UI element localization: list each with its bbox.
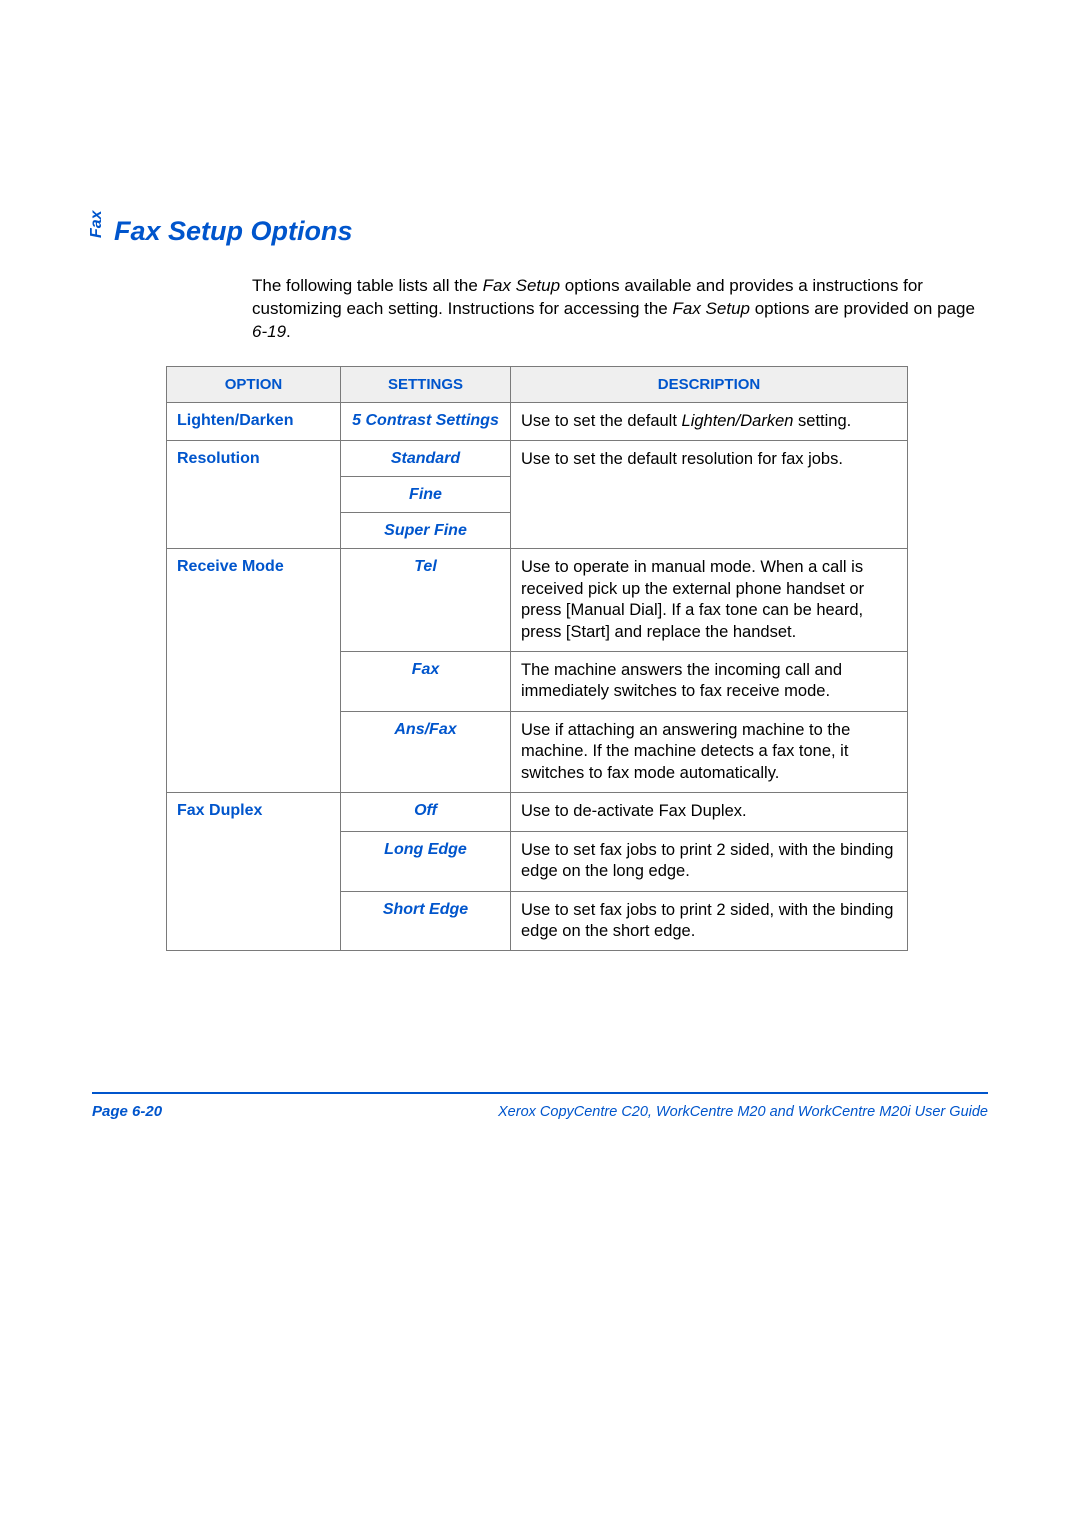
footer: Page 6-20 Xerox CopyCentre C20, WorkCent… — [92, 1103, 988, 1120]
setting-short-edge: Short Edge — [383, 901, 468, 918]
desc-text: Use to set the default — [521, 412, 682, 430]
option-receive-mode: Receive Mode — [177, 558, 284, 575]
page-number: Page 6-20 — [92, 1103, 162, 1120]
table-row: Receive Mode Tel Use to operate in manua… — [167, 549, 908, 652]
setting-long-edge: Long Edge — [384, 841, 467, 858]
setting-tel: Tel — [414, 558, 437, 575]
desc-tel: Use to operate in manual mode. When a ca… — [521, 558, 864, 640]
table-row: Lighten/Darken 5 Contrast Settings Use t… — [167, 402, 908, 440]
intro-text-4: . — [286, 322, 291, 341]
side-section-label: Fax — [88, 210, 106, 238]
header-settings: SETTINGS — [341, 366, 511, 402]
desc-fax: The machine answers the incoming call an… — [521, 661, 842, 700]
header-option: OPTION — [167, 366, 341, 402]
section-title: Fax Setup Options — [114, 216, 988, 247]
desc-off: Use to de-activate Fax Duplex. — [521, 802, 747, 820]
desc-short-edge: Use to set fax jobs to print 2 sided, wi… — [521, 901, 893, 940]
desc-em: Lighten/Darken — [682, 412, 794, 430]
setting-standard: Standard — [391, 450, 460, 467]
setting-fine: Fine — [409, 486, 442, 503]
intro-em-1: Fax Setup — [483, 276, 561, 295]
setting-contrast: 5 Contrast Settings — [352, 412, 499, 429]
header-description: DESCRIPTION — [511, 366, 908, 402]
intro-text-3: options are provided on page — [750, 299, 975, 318]
intro-paragraph: The following table lists all the Fax Se… — [252, 275, 988, 344]
desc-long-edge: Use to set fax jobs to print 2 sided, wi… — [521, 841, 893, 880]
setting-fax: Fax — [412, 661, 440, 678]
setting-super-fine: Super Fine — [384, 522, 467, 539]
setting-ansfax: Ans/Fax — [394, 721, 456, 738]
desc-lighten-darken: Use to set the default Lighten/Darken se… — [511, 402, 908, 440]
desc-resolution: Use to set the default resolution for fa… — [521, 450, 843, 468]
intro-em-2: Fax Setup — [672, 299, 750, 318]
table-header-row: OPTION SETTINGS DESCRIPTION — [167, 366, 908, 402]
option-fax-duplex: Fax Duplex — [177, 802, 262, 819]
table-row: Fax Duplex Off Use to de-activate Fax Du… — [167, 793, 908, 831]
options-table: OPTION SETTINGS DESCRIPTION Lighten/Dark… — [166, 366, 908, 952]
setting-off: Off — [414, 802, 437, 819]
desc-text: setting. — [793, 412, 851, 430]
intro-em-3: 6-19 — [252, 322, 286, 341]
option-resolution: Resolution — [177, 450, 260, 467]
table-row: Resolution Standard Use to set the defau… — [167, 441, 908, 477]
footer-divider — [92, 1092, 988, 1094]
intro-text-1: The following table lists all the — [252, 276, 483, 295]
guide-reference: Xerox CopyCentre C20, WorkCentre M20 and… — [498, 1104, 988, 1120]
desc-ansfax: Use if attaching an answering machine to… — [521, 721, 850, 782]
option-lighten-darken: Lighten/Darken — [177, 412, 293, 429]
